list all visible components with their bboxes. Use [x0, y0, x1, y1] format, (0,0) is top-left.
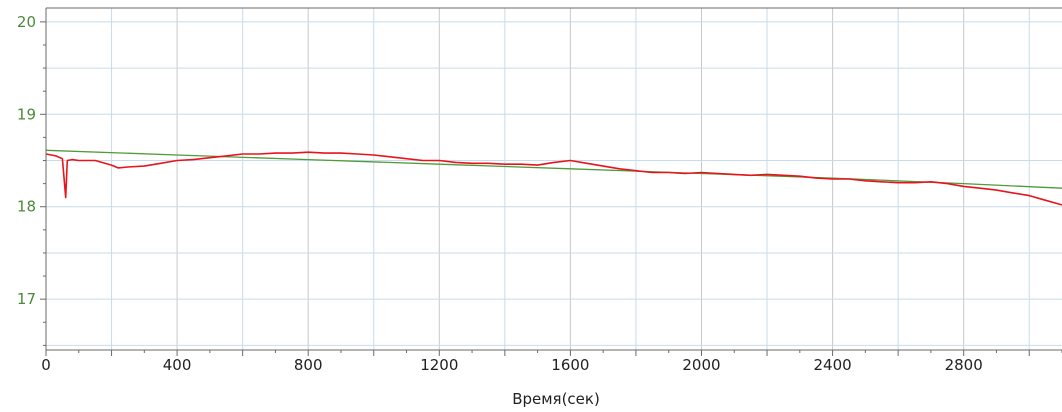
y-tick-label: 17	[17, 290, 36, 308]
x-tick-label: 400	[163, 356, 192, 374]
y-tick-label: 20	[17, 13, 36, 31]
y-tick-label: 19	[17, 105, 36, 123]
x-axis-title: Время(сек)	[512, 390, 600, 408]
y-tick-label: 18	[17, 198, 36, 216]
x-tick-label: 2800	[945, 356, 983, 374]
grid	[46, 8, 1062, 350]
x-tick-label: 2400	[813, 356, 851, 374]
axes	[40, 7, 1062, 356]
x-tick-label: 0	[41, 356, 51, 374]
series-line-measured	[45, 151, 1062, 206]
x-tick-label: 2000	[682, 356, 720, 374]
x-tick-label: 1200	[420, 356, 458, 374]
x-tick-label: 800	[294, 356, 323, 374]
x-tick-label: 1600	[551, 356, 589, 374]
tick-labels: 0 400 800 1200 1600 2000 2400 2800 17 18 19 20	[17, 13, 983, 374]
series-layer	[45, 149, 1062, 206]
